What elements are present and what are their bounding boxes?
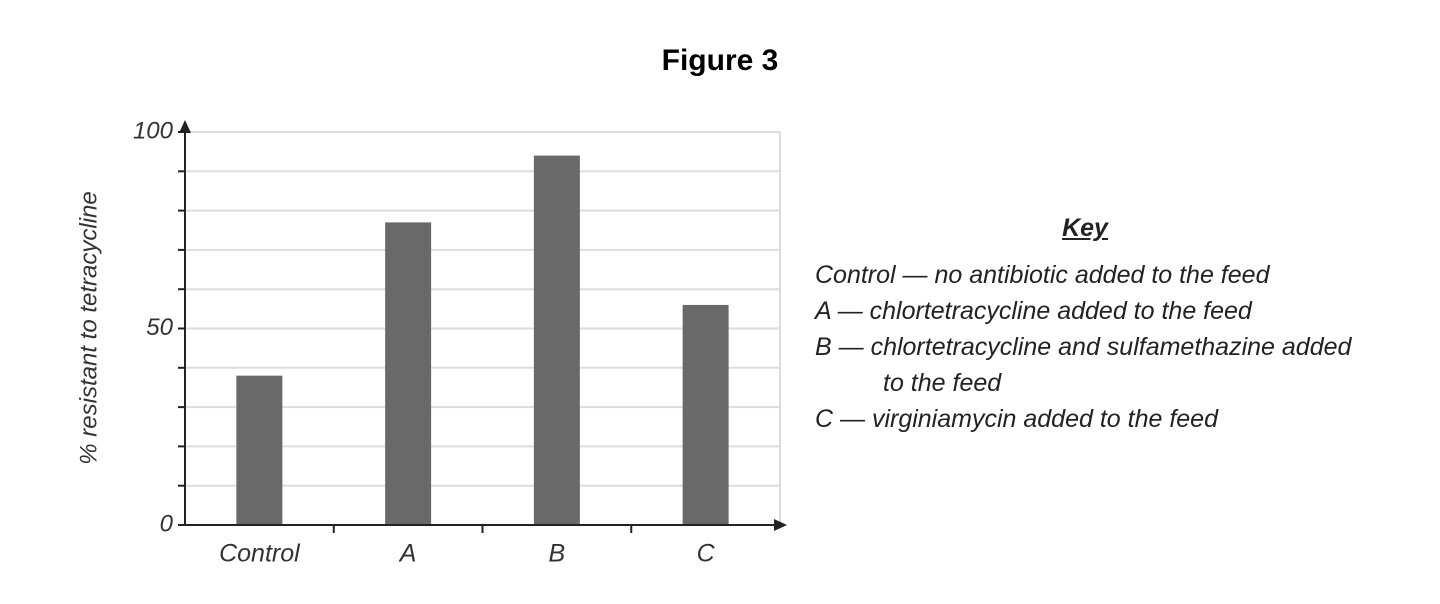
key-item: A — chlortetracycline added to the feed <box>815 297 1252 325</box>
y-tick-label: 0 <box>160 510 174 537</box>
chart-title: Figure 3 <box>662 44 779 77</box>
x-tick-label: B <box>549 540 566 568</box>
bar <box>236 375 283 525</box>
key-title: Key <box>1062 214 1108 242</box>
bar <box>385 222 432 525</box>
x-axis-arrow <box>774 519 787 531</box>
key-item: B — chlortetracycline and sulfamethazine… <box>815 333 1352 397</box>
key-items: Control — no antibiotic added to the fee… <box>815 257 1375 437</box>
key-item: Control — no antibiotic added to the fee… <box>815 261 1270 289</box>
y-axis-arrow <box>179 120 191 133</box>
y-axis-label: % resistant to tetracycline <box>75 191 102 464</box>
bar <box>533 155 580 525</box>
y-tick-label: 50 <box>146 314 173 341</box>
y-tick-label: 100 <box>133 117 174 144</box>
x-tick-label: A <box>398 540 417 568</box>
key-item: C — virginiamycin added to the feed <box>815 405 1218 433</box>
key: Key Control — no antibiotic added to the… <box>815 214 1375 437</box>
x-tick-label: C <box>697 540 716 568</box>
grid <box>178 131 781 526</box>
chart: Figure 3 % resistant to tetracycline 0 50… <box>75 44 787 568</box>
bar <box>682 304 729 525</box>
x-tick-label: Control <box>219 540 301 568</box>
bars <box>236 155 729 525</box>
